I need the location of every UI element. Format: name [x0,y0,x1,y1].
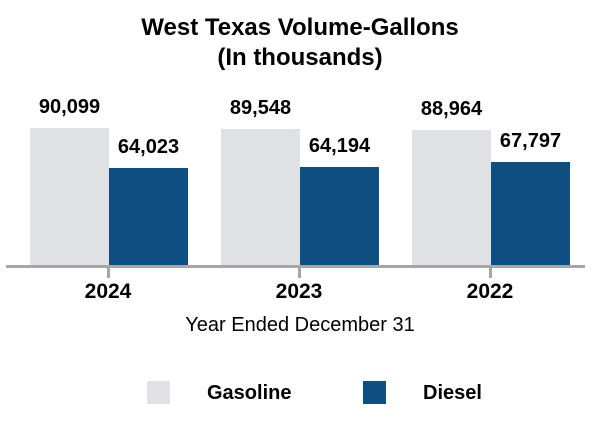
bar-diesel-2022 [491,162,570,265]
legend-label-diesel: Diesel [423,382,482,404]
chart-title: West Texas Volume-Gallons (In thousands) [0,13,600,73]
bar-gasoline-2024 [30,128,109,265]
category-label-2022: 2022 [466,280,514,303]
chart-title-line2: (In thousands) [217,44,383,71]
value-label-gasoline-2024: 90,099 [38,96,101,118]
legend-swatch-diesel [363,381,386,404]
bar-gasoline-2023 [221,129,300,265]
value-label-diesel-2024: 64,023 [117,136,180,158]
bar-group-2024: 90,099 64,023 [30,85,188,265]
x-axis-tick-2024 [107,265,110,278]
legend-swatch-gasoline [147,381,170,404]
category-label-2024: 2024 [84,280,132,303]
bar-group-2023: 89,548 64,194 [221,85,379,265]
value-label-diesel-2023: 64,194 [308,135,371,157]
bar-diesel-2023 [300,167,379,265]
x-axis-tick-2023 [298,265,301,278]
value-label-diesel-2022: 67,797 [499,130,562,152]
value-label-gasoline-2022: 88,964 [420,98,483,120]
x-axis-line [6,265,585,268]
bar-diesel-2024 [109,168,188,265]
bar-group-2022: 88,964 67,797 [412,85,570,265]
category-label-2023: 2023 [275,280,323,303]
value-label-gasoline-2023: 89,548 [229,97,292,119]
chart-title-line1: West Texas Volume-Gallons [141,14,459,41]
x-axis-title: Year Ended December 31 [185,314,415,336]
legend-label-gasoline: Gasoline [207,382,292,404]
x-axis-tick-2022 [489,265,492,278]
bar-gasoline-2022 [412,130,491,265]
